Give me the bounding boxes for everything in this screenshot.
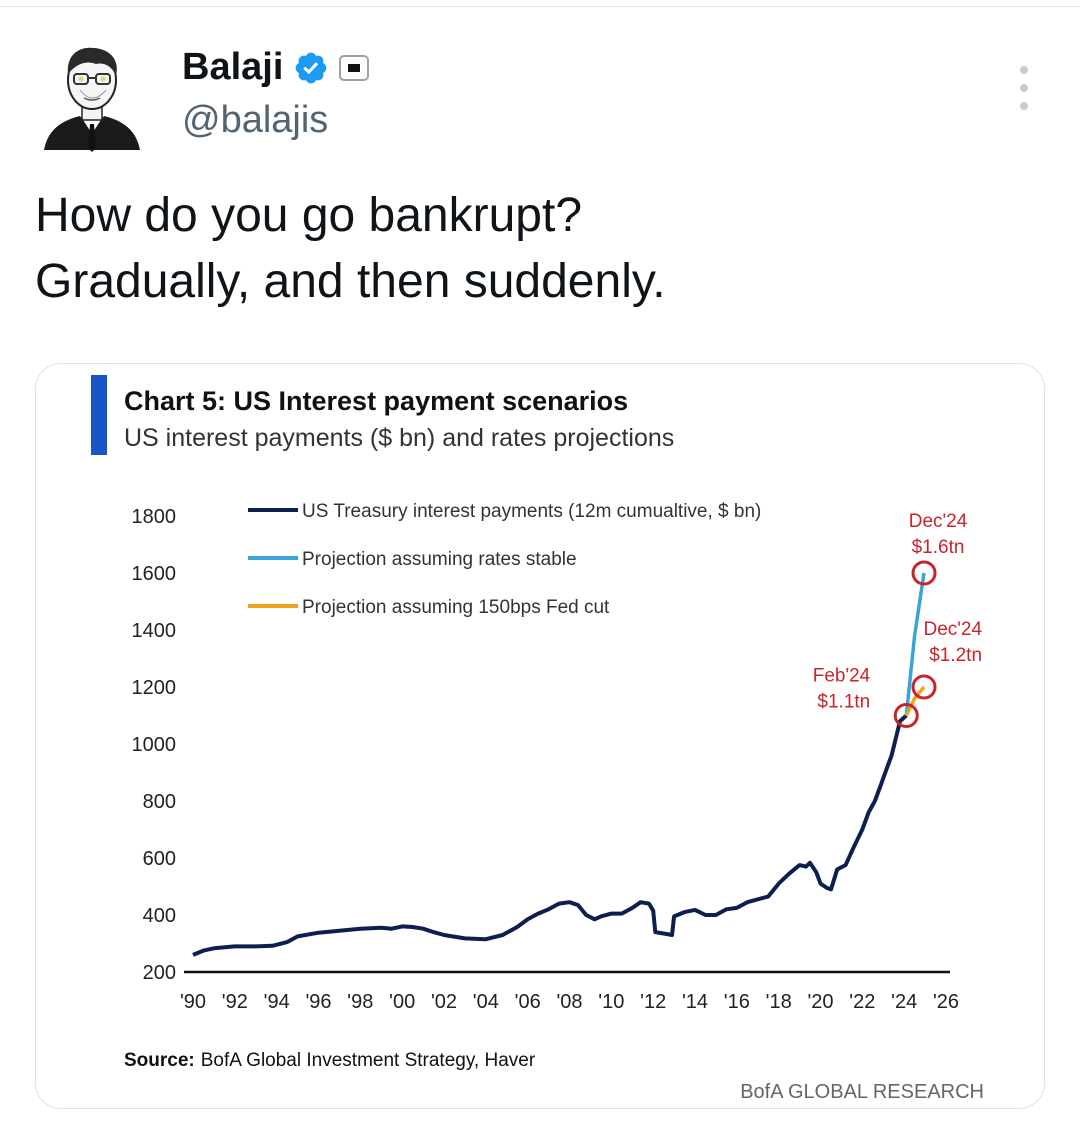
tweet-text-line-1: How do you go bankrupt? bbox=[35, 189, 583, 242]
x-tick-label: '94 bbox=[264, 991, 290, 1013]
author-name[interactable]: Balaji bbox=[182, 46, 284, 88]
author-handle[interactable]: @balajis bbox=[182, 99, 329, 141]
x-tick-label: '92 bbox=[222, 991, 248, 1013]
x-tick-label: '12 bbox=[640, 991, 666, 1013]
x-tick-label: '24 bbox=[891, 991, 917, 1013]
x-tick-label: '26 bbox=[933, 991, 959, 1013]
y-tick-label: 1000 bbox=[132, 734, 177, 756]
series-stable-line bbox=[904, 572, 926, 716]
x-tick-label: '04 bbox=[473, 991, 499, 1013]
x-tick-label: '02 bbox=[431, 991, 457, 1013]
chart-title: Chart 5: US Interest payment scenarios bbox=[124, 386, 628, 416]
annotation-label: Dec'24 bbox=[923, 619, 982, 640]
x-tick-label: '16 bbox=[724, 991, 750, 1013]
verified-badge-icon bbox=[293, 50, 329, 86]
y-tick-label: 1600 bbox=[132, 563, 177, 585]
legend-label: US Treasury interest payments (12m cumua… bbox=[302, 501, 761, 522]
series-group bbox=[192, 572, 926, 957]
x-tick-label: '18 bbox=[766, 991, 792, 1013]
x-tick-label: '00 bbox=[389, 991, 415, 1013]
tweet-text: How do you go bankrupt? Gradually, and t… bbox=[35, 183, 666, 315]
legend-label: Projection assuming 150bps Fed cut bbox=[302, 597, 610, 618]
legend-label: Projection assuming rates stable bbox=[302, 549, 577, 570]
annotation-marker bbox=[911, 674, 937, 700]
media-card[interactable]: Chart 5: US Interest payment scenarios U… bbox=[35, 363, 1045, 1109]
y-tick-label: 400 bbox=[143, 905, 176, 927]
annotation-label: Feb'24 bbox=[813, 666, 871, 687]
top-divider bbox=[0, 6, 1080, 7]
x-tick-label: '10 bbox=[598, 991, 624, 1013]
footer-brand: BofA GLOBAL RESEARCH bbox=[740, 1081, 984, 1103]
annotations: Dec'24 $1.6tn Dec'24 $1.2tn Feb'24 $1.1tn bbox=[813, 511, 982, 728]
x-tick-label: '96 bbox=[305, 991, 331, 1013]
series-cut-line bbox=[904, 685, 926, 717]
y-tick-label: 600 bbox=[143, 848, 176, 870]
author-row: Balaji bbox=[182, 46, 370, 89]
avatar[interactable] bbox=[40, 40, 144, 152]
series-history-line bbox=[192, 714, 908, 957]
y-tick-label: 800 bbox=[143, 791, 176, 813]
annotation-label: $1.1tn bbox=[817, 692, 870, 713]
tweet-text-line-2: Gradually, and then suddenly. bbox=[35, 255, 666, 308]
annotation-label: $1.2tn bbox=[929, 645, 982, 666]
x-tick-label: '06 bbox=[515, 991, 541, 1013]
y-tick-label: 1200 bbox=[132, 677, 177, 699]
x-tick-label: '08 bbox=[556, 991, 582, 1013]
source-text: BofA Global Investment Strategy, Haver bbox=[201, 1050, 536, 1071]
source-note: Source: BofA Global Investment Strategy, … bbox=[124, 1050, 536, 1071]
title-accent-bar bbox=[91, 375, 107, 455]
annotation-label: Dec'24 bbox=[909, 511, 968, 532]
more-options-icon[interactable] bbox=[1008, 66, 1040, 110]
y-axis: 1800 1600 1400 1200 1000 800 600 400 200 bbox=[132, 506, 177, 984]
annotation-marker bbox=[893, 703, 919, 728]
chart-image: Chart 5: US Interest payment scenarios U… bbox=[91, 375, 984, 1103]
legend: US Treasury interest payments (12m cumua… bbox=[248, 501, 761, 618]
x-axis: '90 '92 '94 '96 '98 '00 '02 '04 '06 '08 '10 '12 '14 '… bbox=[180, 991, 959, 1013]
y-tick-label: 200 bbox=[143, 962, 176, 984]
y-tick-label: 1400 bbox=[132, 620, 177, 642]
chart-subtitle: US interest payments ($ bn) and rates pr… bbox=[124, 424, 674, 452]
x-tick-label: '90 bbox=[180, 991, 206, 1013]
source-label: Source: bbox=[124, 1050, 195, 1071]
x-tick-label: '98 bbox=[347, 991, 373, 1013]
y-tick-label: 1800 bbox=[132, 506, 177, 528]
x-tick-label: '14 bbox=[682, 991, 708, 1013]
annotation-marker bbox=[911, 560, 937, 586]
affiliation-badge-icon[interactable] bbox=[339, 54, 370, 81]
annotation-label: $1.6tn bbox=[912, 537, 965, 558]
x-tick-label: '22 bbox=[849, 991, 875, 1013]
x-tick-label: '20 bbox=[807, 991, 833, 1013]
